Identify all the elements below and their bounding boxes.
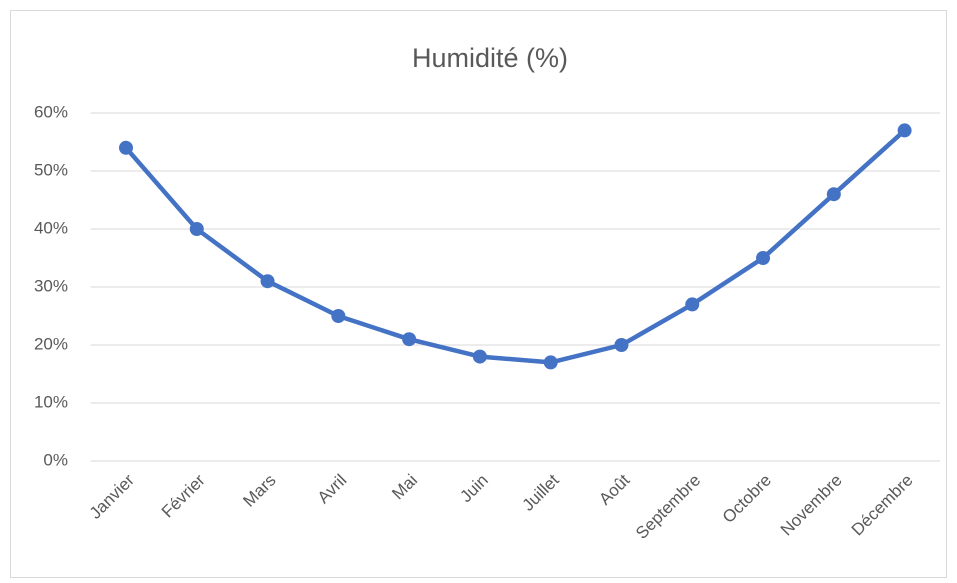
- chart-title: Humidité (%): [412, 43, 568, 73]
- marker: [756, 251, 771, 265]
- marker: [472, 349, 487, 364]
- marker: [189, 222, 204, 236]
- marker: [331, 309, 346, 323]
- y-tick-label: 40%: [34, 218, 68, 237]
- y-tick-label: 10%: [34, 392, 68, 411]
- marker: [260, 274, 275, 289]
- y-tick-label: 60%: [34, 102, 68, 121]
- marker: [897, 123, 912, 138]
- y-tick-label: 50%: [34, 160, 68, 179]
- marker: [685, 297, 700, 312]
- marker: [543, 355, 558, 370]
- line: [123, 128, 907, 365]
- y-tick-label: 0%: [43, 450, 68, 469]
- y-tick-label: 30%: [34, 276, 68, 295]
- marker: [118, 140, 133, 155]
- marker: [402, 332, 417, 347]
- y-tick-label: 20%: [34, 334, 68, 353]
- chart-border: [10, 10, 947, 578]
- marker: [826, 187, 841, 202]
- marker: [614, 338, 629, 352]
